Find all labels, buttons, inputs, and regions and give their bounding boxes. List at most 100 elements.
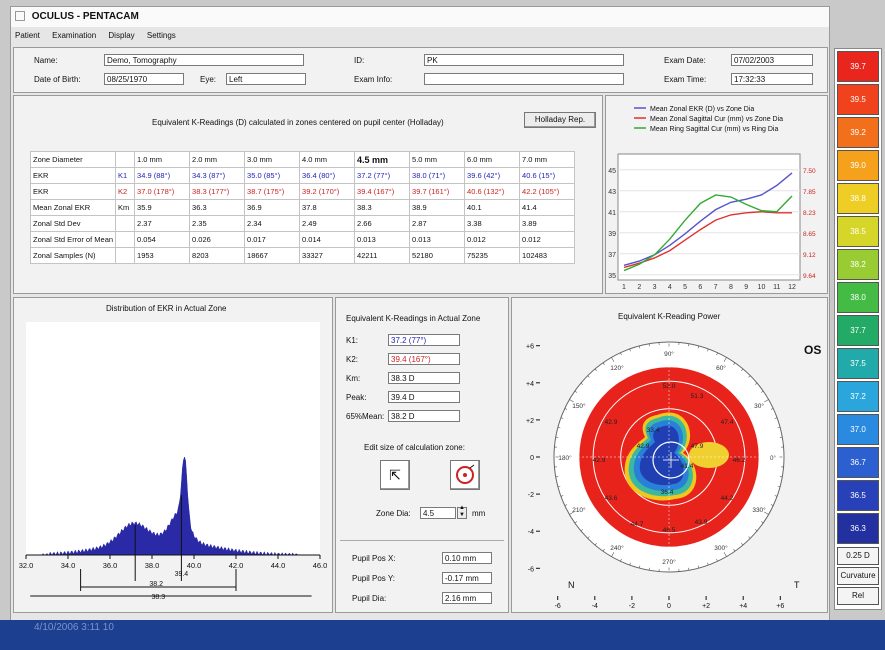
x-tick-label: 32.0 <box>19 561 34 570</box>
angle-tick <box>620 558 622 562</box>
table-cell: Zonal Samples (N) <box>29 247 117 264</box>
table-cell: 1.0 mm <box>134 151 191 168</box>
exam-date-field[interactable]: 07/02/2003 <box>731 54 813 66</box>
x-tick-label: 36.0 <box>103 561 118 570</box>
legend-entry: Mean Ring Sagittal Cur (mm) vs Ring Dia <box>650 126 778 133</box>
exam-time-field[interactable]: 17:32:33 <box>731 73 813 85</box>
divider <box>340 540 504 541</box>
pentacam-window: OCULUS - PENTACAM Patient Examination Di… <box>10 6 830 622</box>
actual-zone-title: Equivalent K-Readings in Actual Zone <box>346 314 481 323</box>
x-tick-label: 10 <box>758 284 766 291</box>
table-cell: 35.9 <box>134 199 191 216</box>
table-cell: 7.0 mm <box>519 151 576 168</box>
menu-patient[interactable]: Patient <box>15 31 40 40</box>
window-title: OCULUS - PENTACAM <box>31 11 139 22</box>
angle-tick <box>580 382 584 385</box>
angle-tick <box>760 521 764 524</box>
pupil-dia-field: 2.16 mm <box>442 592 492 604</box>
angle-tick <box>629 562 631 566</box>
x-tick-label: 1 <box>622 284 626 291</box>
color-scale-step: 36.5 <box>837 480 879 511</box>
map-value-label: 52.0 <box>663 383 676 390</box>
table-cell <box>115 247 136 264</box>
x-tick-label: 3 <box>653 284 657 291</box>
histogram-title: Distribution of EKR in Actual Zone <box>106 304 227 313</box>
scale-mode-label[interactable]: Curvature <box>837 567 879 585</box>
table-cell: 8203 <box>189 247 246 264</box>
menu-settings[interactable]: Settings <box>146 31 176 40</box>
angle-tick <box>560 495 564 497</box>
histogram: 32.0 34.0 36.0 38.0 40.0 42.0 44.0 46.0 39.4 38.2… <box>19 322 327 601</box>
histogram-plot-area <box>26 322 320 555</box>
name-label: Name: <box>34 56 58 65</box>
color-scale-step: 38.0 <box>837 282 879 313</box>
holladay-report-button[interactable]: Holladay Rep. <box>524 112 596 128</box>
left-tick-label: 39 <box>608 231 616 238</box>
eye-field[interactable]: Left <box>226 73 306 85</box>
map-value-label: 43.9 <box>695 519 708 526</box>
angle-label: 0° <box>770 454 777 462</box>
marker-label: 38.2 <box>149 581 163 588</box>
zone-dia-field[interactable]: 4.5 <box>420 507 456 519</box>
zone-size-tool-button[interactable] <box>450 460 480 490</box>
x-tick-label: 2 <box>637 284 641 291</box>
name-field[interactable]: Demo, Tomography <box>104 54 304 66</box>
table-row: EKR K1 34.9 (88°) 34.3 (87°) 35.0 (85°) … <box>29 167 576 184</box>
pupil-dia-label: Pupil Dia: <box>352 594 387 603</box>
dob-field[interactable]: 08/25/1970 <box>104 73 184 85</box>
table-cell: 0.012 <box>519 231 576 248</box>
map-value-label: 46.5 <box>663 527 676 534</box>
angle-tick <box>774 417 778 419</box>
angle-label: 330° <box>752 506 766 514</box>
pointer-tool-button[interactable]: ⇱ <box>380 460 410 490</box>
angle-tick <box>774 495 778 497</box>
cursor-arrow-icon: ⇱ <box>389 467 401 483</box>
x-tick-label: 40.0 <box>187 561 202 570</box>
angle-tick <box>748 375 751 378</box>
table-cell: 33327 <box>299 247 356 264</box>
table-cell: 39.2 (170°) <box>299 183 356 200</box>
table-cell: 0.054 <box>134 231 191 248</box>
temporal-label: T <box>794 580 800 590</box>
menu-examination[interactable]: Examination <box>52 31 97 40</box>
table-cell: 0.017 <box>244 231 301 248</box>
angle-tick <box>723 552 727 557</box>
table-cell: 3.0 mm <box>244 151 301 168</box>
menu-display[interactable]: Display <box>108 31 135 40</box>
zone-dia-spinner[interactable]: ▲ ▼ <box>457 505 467 519</box>
nasal-label: N <box>568 580 575 590</box>
table-cell: EKR <box>29 167 117 184</box>
angle-tick <box>569 399 574 403</box>
scale-step-size[interactable]: 0.25 D <box>837 547 879 565</box>
color-scale-step: 38.8 <box>837 183 879 214</box>
x-tick-label: +2 <box>702 603 710 610</box>
map-value-label: 42.9 <box>593 457 606 464</box>
exam-info-field[interactable] <box>424 73 624 85</box>
zone-circle-outer <box>592 380 746 534</box>
zone-dia-label: Zone Dia: <box>376 509 411 518</box>
table-cell: 4.5 mm <box>354 151 411 168</box>
eye-label: Eye: <box>200 75 217 84</box>
x-tick-label: 7 <box>714 284 718 291</box>
angle-tick <box>777 426 781 429</box>
x-tick-label: +6 <box>776 603 784 610</box>
color-scale-step: 39.5 <box>837 84 879 115</box>
angle-label: 210° <box>572 506 586 514</box>
angle-tick <box>697 565 700 569</box>
legend-entry: Mean Zonal Sagittal Cur (mm) vs Zone Dia <box>650 116 783 123</box>
table-row: Zonal Std Error of Mean 0.054 0.026 0.01… <box>29 231 576 248</box>
angle-tick <box>777 485 781 488</box>
id-field[interactable]: PK <box>424 54 624 66</box>
ekr-table-panel: Equivalent K-Readings (D) calculated in … <box>13 95 603 294</box>
right-tick-label: 7.85 <box>803 189 816 196</box>
color-scale-step: 39.7 <box>837 51 879 82</box>
table-cell: 2.87 <box>409 215 466 232</box>
histogram-area <box>42 456 299 556</box>
angle-tick <box>620 352 622 356</box>
angle-tick <box>733 548 736 552</box>
angle-tick <box>697 345 700 349</box>
scale-rel-label[interactable]: Rel <box>837 587 879 605</box>
color-scale-step: 37.7 <box>837 315 879 346</box>
map-value-label: 46.2 <box>733 457 746 464</box>
